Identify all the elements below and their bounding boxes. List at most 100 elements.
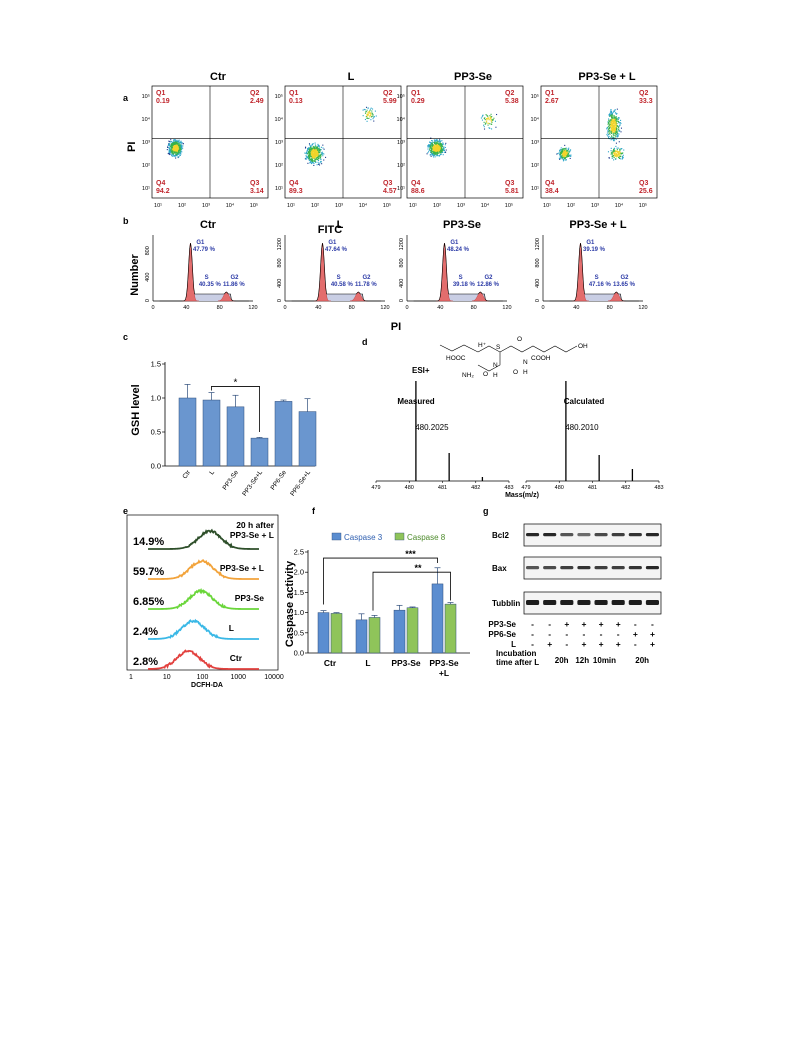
scatter-dot	[560, 149, 562, 151]
scatter-dot	[317, 155, 319, 157]
lane-sign: -	[531, 619, 534, 629]
scatter-dot	[308, 147, 310, 149]
scatter-dot	[322, 147, 324, 149]
scatter-dot	[316, 146, 318, 148]
scatter-dot	[308, 151, 310, 153]
scatter-dot	[615, 122, 618, 124]
scatter-dot	[439, 142, 441, 144]
x-tick-label: L	[365, 658, 370, 668]
scatter-dot	[484, 119, 486, 121]
scatter-dot	[175, 152, 177, 154]
scatter-dot	[433, 145, 435, 147]
scatter-dot	[427, 152, 429, 154]
x-tick-label: 100	[197, 674, 209, 681]
scatter-dot	[438, 144, 441, 146]
scatter-dot	[177, 146, 179, 148]
x-tick-label: 10³	[591, 203, 599, 209]
scatter-dot	[570, 149, 572, 151]
scatter-dot	[569, 154, 571, 156]
scatter-dot	[439, 151, 441, 153]
scatter-dot	[315, 161, 317, 163]
scatter-dot	[441, 147, 443, 149]
scatter-dot	[313, 147, 315, 149]
scatter-dot	[431, 149, 433, 151]
scatter-dot	[560, 152, 562, 155]
scatter-dot	[612, 120, 615, 123]
scatter-dot	[621, 148, 623, 150]
scatter-dot	[169, 141, 172, 143]
y-tick-label: 1.5	[294, 588, 304, 597]
structure-chain	[499, 345, 578, 353]
scatter-dot	[305, 146, 307, 148]
scatter-dot	[432, 150, 434, 152]
scatter-dot	[172, 155, 174, 157]
scatter-dot	[170, 139, 172, 141]
scatter-dot	[613, 157, 615, 159]
scatter-dot	[176, 143, 178, 145]
ion-mode-label: ESI+	[412, 366, 430, 375]
scatter-dot	[430, 142, 432, 144]
scatter-dot	[180, 150, 182, 152]
scatter-dot	[620, 152, 622, 154]
scatter-dot	[318, 145, 320, 148]
scatter-dot	[615, 151, 617, 153]
q1-value: 0.13	[289, 98, 303, 105]
scatter-dots	[166, 138, 184, 159]
scatter-dot	[618, 141, 620, 143]
scatter-dot	[310, 163, 313, 165]
scatter-dot	[433, 154, 435, 156]
scatter-dot	[559, 151, 561, 153]
scatter-dot	[176, 139, 178, 141]
scatter-dot	[612, 119, 614, 121]
scatter-dot	[492, 119, 494, 121]
scatter-dot	[485, 122, 487, 124]
scatter-dot	[566, 151, 568, 153]
scatter-dot	[619, 156, 621, 158]
scatter-dot	[612, 130, 614, 133]
scatter-dot	[485, 114, 487, 116]
scatter-dot	[315, 152, 317, 155]
scatter-dot	[308, 155, 310, 157]
g1-label: G1	[586, 240, 595, 246]
scatter-dot	[609, 115, 611, 117]
scatter-dot	[308, 156, 310, 158]
scatter-dot	[620, 155, 622, 157]
scatter-dot	[436, 153, 439, 155]
scatter-dot	[167, 152, 169, 155]
scatter-dot	[606, 127, 608, 129]
x-tick-label: 482	[621, 485, 630, 491]
scatter-dot	[612, 129, 614, 131]
scatter-dot	[622, 154, 624, 156]
scatter-dot	[611, 116, 613, 118]
scatter-dot	[318, 148, 320, 150]
scatter-dot	[444, 144, 446, 146]
scatter-dot	[614, 120, 616, 122]
panel-c-gsh-chart: GSH level 0.0 0.5 1.0 1.5 Ctr L PP3-Se PP3-Se+L P…	[130, 360, 317, 498]
scatter-dot	[613, 110, 615, 112]
scatter-dot	[558, 157, 560, 159]
scatter-dot	[173, 144, 175, 146]
q4-label: Q4	[156, 180, 165, 187]
scatter-dot	[373, 115, 375, 118]
scatter-dot	[616, 154, 618, 156]
scatter-dot	[175, 151, 177, 153]
scatter-dot	[171, 146, 173, 148]
scatter-dot	[610, 126, 612, 128]
y-tick-label: 0.0	[294, 649, 304, 658]
scatter-dot	[616, 113, 618, 115]
scatter-dot	[306, 150, 308, 152]
scatter-dot	[611, 157, 613, 159]
scatter-dot	[438, 141, 440, 143]
scatter-dot	[481, 119, 483, 121]
scatter-dot	[430, 155, 432, 157]
scatter-dot	[429, 144, 431, 146]
scatter-dot	[611, 119, 613, 121]
scatter-dot	[564, 156, 566, 158]
chem-cooh: COOH	[531, 355, 551, 362]
scatter-dot	[617, 152, 619, 154]
scatter-dot	[173, 152, 175, 154]
scatter-dot	[317, 147, 319, 149]
scatter-dot	[610, 121, 612, 123]
